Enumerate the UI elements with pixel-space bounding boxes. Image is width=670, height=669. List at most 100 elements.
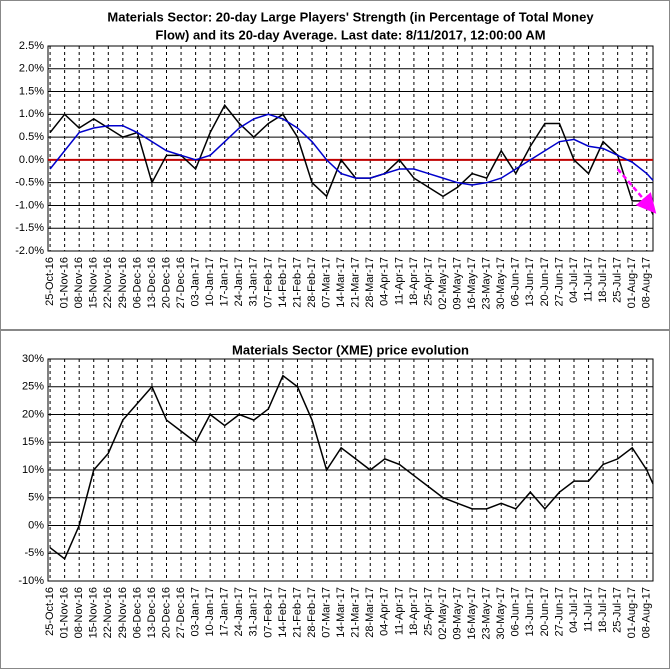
- x-tick-label: 07-Mar-17: [320, 257, 332, 308]
- x-tick-label: 14-Mar-17: [335, 257, 347, 308]
- x-tick-label: 17-Jan-17: [219, 587, 231, 637]
- y-tick-label: 1.0%: [19, 108, 44, 120]
- x-tick-label: 27-Dec-16: [175, 587, 187, 638]
- x-tick-label: 21-Feb-17: [291, 587, 303, 638]
- x-tick-label: 04-Apr-17: [379, 587, 391, 636]
- y-tick-label: -1.5%: [15, 222, 44, 234]
- x-tick-label: 29-Nov-16: [117, 587, 129, 638]
- x-tick-label: 14-Mar-17: [335, 587, 347, 638]
- x-tick-label: 11-Apr-17: [393, 257, 405, 305]
- x-tick-label: 25-Jul-17: [612, 257, 624, 303]
- x-tick-label: 23-May-17: [481, 587, 493, 640]
- y-tick-label: 2.5%: [19, 40, 44, 52]
- y-tick-label: 0%: [28, 519, 44, 531]
- chart-title: Materials Sector (XME) price evolution: [232, 342, 469, 357]
- x-tick-label: 03-Jan-17: [190, 257, 202, 307]
- y-tick-label: -0.5%: [15, 177, 44, 189]
- x-tick-label: 27-Jun-17: [553, 257, 565, 307]
- x-tick-label: 10-Jan-17: [204, 257, 216, 307]
- x-tick-label: 06-Dec-16: [131, 587, 143, 638]
- x-tick-label: 14-Feb-17: [277, 257, 289, 308]
- x-tick-label: 21-Mar-17: [350, 587, 362, 638]
- x-tick-label: 27-Jun-17: [553, 587, 565, 637]
- x-tick-label: 27-Dec-16: [175, 257, 187, 308]
- x-tick-label: 06-Jun-17: [510, 257, 522, 307]
- x-tick-label: 22-Nov-16: [102, 257, 114, 308]
- x-tick-label: 18-Apr-17: [408, 587, 420, 636]
- y-tick-label: 0.0%: [19, 154, 44, 166]
- series-line: [49, 113, 654, 186]
- x-tick-label: 01-Aug-17: [626, 257, 638, 308]
- y-tick-label: 0.5%: [19, 131, 44, 143]
- x-tick-label: 20-Dec-16: [160, 587, 172, 638]
- x-tick-label: 04-Apr-17: [379, 257, 391, 306]
- x-tick-label: 07-Mar-17: [320, 587, 332, 638]
- x-tick-label: 20-Dec-16: [160, 257, 172, 308]
- annotation-arrow: [616, 168, 657, 214]
- y-tick-label: -5%: [24, 547, 44, 559]
- chart-title: Materials Sector: 20-day Large Players' …: [107, 9, 594, 24]
- x-tick-label: 28-Mar-17: [364, 587, 376, 638]
- y-tick-label: -10%: [18, 575, 44, 587]
- x-tick-label: 30-May-17: [495, 587, 507, 640]
- x-tick-label: 04-Jul-17: [568, 587, 580, 633]
- x-tick-label: 15-Nov-16: [88, 257, 100, 308]
- panel-frame: [0, 0, 670, 330]
- x-tick-label: 28-Mar-17: [364, 257, 376, 308]
- x-tick-label: 21-Mar-17: [350, 257, 362, 308]
- x-tick-label: 24-Jan-17: [233, 257, 245, 307]
- y-tick-label: 30%: [22, 353, 44, 365]
- x-tick-label: 03-Jan-17: [190, 587, 202, 637]
- x-tick-label: 28-Feb-17: [306, 257, 318, 308]
- x-tick-label: 25-Oct-16: [44, 587, 56, 636]
- y-tick-label: -2.0%: [15, 245, 44, 257]
- x-tick-label: 11-Jul-17: [582, 257, 594, 302]
- x-tick-label: 15-Nov-16: [88, 587, 100, 638]
- x-tick-label: 13-Jun-17: [524, 587, 536, 637]
- x-tick-label: 17-Jan-17: [219, 257, 231, 307]
- x-tick-label: 10-Jan-17: [204, 587, 216, 637]
- x-tick-label: 31-Jan-17: [248, 257, 260, 307]
- y-tick-label: 25%: [22, 381, 44, 393]
- x-tick-label: 25-Apr-17: [422, 257, 434, 306]
- x-tick-label: 28-Feb-17: [306, 587, 318, 638]
- x-tick-label: 16-May-17: [466, 257, 478, 310]
- x-tick-label: 14-Feb-17: [277, 587, 289, 638]
- x-tick-label: 18-Jul-17: [597, 587, 609, 633]
- x-tick-label: 13-Dec-16: [146, 587, 158, 638]
- x-tick-label: 18-Apr-17: [408, 257, 420, 306]
- x-tick-label: 25-Apr-17: [422, 587, 434, 636]
- x-tick-label: 01-Aug-17: [626, 587, 638, 638]
- x-tick-label: 25-Oct-16: [44, 257, 56, 306]
- x-tick-label: 30-May-17: [495, 257, 507, 310]
- x-tick-label: 06-Jun-17: [510, 587, 522, 637]
- plot-frame: [47, 358, 654, 582]
- x-tick-label: 06-Dec-16: [131, 257, 143, 308]
- x-tick-label: 07-Feb-17: [262, 257, 274, 308]
- plot-frame: [47, 45, 654, 252]
- x-tick-label: 31-Jan-17: [248, 587, 260, 637]
- y-tick-label: 20%: [22, 408, 44, 420]
- x-tick-label: 07-Feb-17: [262, 587, 274, 638]
- x-tick-label: 02-May-17: [437, 587, 449, 640]
- x-tick-label: 04-Jul-17: [568, 257, 580, 303]
- x-tick-label: 08-Aug-17: [641, 257, 653, 308]
- x-tick-label: 21-Feb-17: [291, 257, 303, 308]
- x-tick-label: 09-May-17: [451, 587, 463, 640]
- x-tick-label: 02-May-17: [437, 257, 449, 310]
- x-tick-label: 18-Jul-17: [597, 257, 609, 303]
- x-tick-label: 11-Jul-17: [582, 587, 594, 632]
- x-tick-label: 16-May-17: [466, 587, 478, 640]
- x-tick-label: 25-Jul-17: [612, 587, 624, 633]
- x-tick-label: 01-Nov-16: [59, 587, 71, 638]
- chart-title: Flow) and its 20-day Average. Last date:…: [155, 27, 545, 42]
- y-tick-label: 2.0%: [19, 63, 44, 75]
- x-tick-label: 08-Aug-17: [641, 587, 653, 638]
- x-tick-label: 23-May-17: [481, 257, 493, 310]
- x-tick-label: 20-Jun-17: [539, 587, 551, 637]
- x-tick-label: 22-Nov-16: [102, 587, 114, 638]
- y-tick-label: 1.5%: [19, 85, 44, 97]
- x-tick-label: 11-Apr-17: [393, 587, 405, 635]
